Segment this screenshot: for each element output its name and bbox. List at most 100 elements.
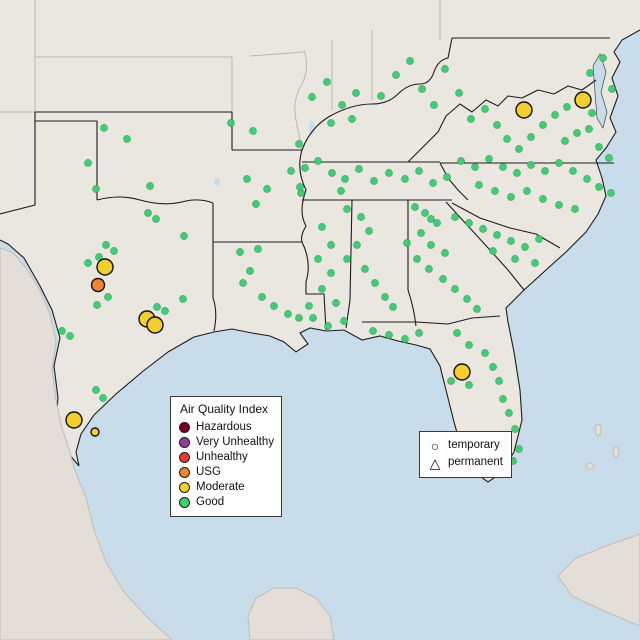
station-marker-good[interactable]: [357, 213, 365, 221]
station-marker-good[interactable]: [491, 187, 499, 195]
station-marker-good[interactable]: [421, 209, 429, 217]
station-marker-good[interactable]: [179, 295, 187, 303]
station-marker-good[interactable]: [323, 78, 331, 86]
station-marker-good[interactable]: [343, 205, 351, 213]
station-marker-good[interactable]: [427, 241, 435, 249]
station-marker-good[interactable]: [433, 219, 441, 227]
station-marker-good[interactable]: [99, 394, 107, 402]
station-marker-good[interactable]: [455, 89, 463, 97]
station-marker-good[interactable]: [301, 164, 309, 172]
station-marker-good[interactable]: [515, 145, 523, 153]
station-marker-good[interactable]: [246, 267, 254, 275]
station-marker-good[interactable]: [453, 329, 461, 337]
station-marker-good[interactable]: [465, 341, 473, 349]
station-marker-good[interactable]: [343, 255, 351, 263]
station-marker-usg[interactable]: [90, 277, 106, 293]
station-marker-good[interactable]: [243, 175, 251, 183]
station-marker-good[interactable]: [513, 169, 521, 177]
station-marker-good[interactable]: [318, 285, 326, 293]
station-marker-good[interactable]: [66, 332, 74, 340]
station-marker-good[interactable]: [561, 137, 569, 145]
station-marker-good[interactable]: [607, 189, 615, 197]
station-marker-good[interactable]: [406, 57, 414, 65]
station-marker-good[interactable]: [507, 237, 515, 245]
station-marker-good[interactable]: [287, 167, 295, 175]
station-marker-good[interactable]: [314, 255, 322, 263]
station-marker-good[interactable]: [489, 247, 497, 255]
station-marker-good[interactable]: [403, 239, 411, 247]
station-marker-good[interactable]: [595, 183, 603, 191]
station-marker-good[interactable]: [527, 161, 535, 169]
station-marker-good[interactable]: [353, 241, 361, 249]
station-marker-good[interactable]: [392, 71, 400, 79]
station-marker-good[interactable]: [338, 101, 346, 109]
station-marker-good[interactable]: [417, 229, 425, 237]
station-marker-good[interactable]: [370, 177, 378, 185]
station-marker-good[interactable]: [443, 173, 451, 181]
station-marker-good[interactable]: [429, 179, 437, 187]
station-marker-good[interactable]: [296, 183, 304, 191]
station-marker-good[interactable]: [555, 201, 563, 209]
station-marker-good[interactable]: [523, 187, 531, 195]
station-marker-good[interactable]: [58, 327, 66, 335]
station-marker-good[interactable]: [385, 169, 393, 177]
station-marker-good[interactable]: [84, 259, 92, 267]
station-marker-good[interactable]: [385, 331, 393, 339]
station-marker-good[interactable]: [418, 85, 426, 93]
station-marker-good[interactable]: [327, 269, 335, 277]
station-marker-good[interactable]: [314, 157, 322, 165]
station-marker-good[interactable]: [389, 303, 397, 311]
station-marker-good[interactable]: [180, 232, 188, 240]
station-marker-good[interactable]: [110, 247, 118, 255]
station-marker-good[interactable]: [327, 119, 335, 127]
station-marker-moderate[interactable]: [453, 363, 471, 381]
station-marker-good[interactable]: [361, 265, 369, 273]
station-marker-good[interactable]: [430, 101, 438, 109]
station-marker-good[interactable]: [161, 307, 169, 315]
station-marker-good[interactable]: [365, 227, 373, 235]
station-marker-moderate[interactable]: [574, 91, 592, 109]
station-marker-good[interactable]: [348, 115, 356, 123]
station-marker-good[interactable]: [481, 105, 489, 113]
station-marker-good[interactable]: [541, 167, 549, 175]
station-marker-good[interactable]: [503, 135, 511, 143]
station-marker-good[interactable]: [471, 163, 479, 171]
station-marker-good[interactable]: [515, 445, 523, 453]
station-marker-good[interactable]: [457, 157, 465, 165]
station-marker-good[interactable]: [93, 301, 101, 309]
station-marker-good[interactable]: [439, 275, 447, 283]
station-marker-good[interactable]: [411, 203, 419, 211]
station-marker-good[interactable]: [573, 129, 581, 137]
station-marker-good[interactable]: [493, 231, 501, 239]
station-marker-good[interactable]: [369, 327, 377, 335]
station-marker-good[interactable]: [352, 89, 360, 97]
station-marker-good[interactable]: [258, 293, 266, 301]
station-marker-good[interactable]: [144, 209, 152, 217]
station-marker-good[interactable]: [263, 185, 271, 193]
station-marker-good[interactable]: [465, 219, 473, 227]
station-marker-good[interactable]: [308, 93, 316, 101]
station-marker-good[interactable]: [475, 181, 483, 189]
station-marker-good[interactable]: [447, 377, 455, 385]
station-marker-good[interactable]: [100, 124, 108, 132]
station-marker-good[interactable]: [252, 200, 260, 208]
station-marker-moderate[interactable]: [146, 316, 164, 334]
station-marker-good[interactable]: [92, 185, 100, 193]
station-marker-good[interactable]: [451, 213, 459, 221]
station-marker-good[interactable]: [495, 377, 503, 385]
station-marker-good[interactable]: [270, 302, 278, 310]
station-marker-good[interactable]: [535, 235, 543, 243]
station-marker-good[interactable]: [239, 279, 247, 287]
station-marker-good[interactable]: [337, 187, 345, 195]
station-marker-good[interactable]: [539, 121, 547, 129]
station-marker-good[interactable]: [531, 259, 539, 267]
station-marker-good[interactable]: [551, 111, 559, 119]
station-marker-good[interactable]: [340, 317, 348, 325]
station-marker-good[interactable]: [309, 314, 317, 322]
station-marker-good[interactable]: [441, 65, 449, 73]
station-marker-good[interactable]: [355, 165, 363, 173]
station-marker-good[interactable]: [92, 386, 100, 394]
station-marker-good[interactable]: [451, 285, 459, 293]
station-marker-good[interactable]: [441, 249, 449, 257]
